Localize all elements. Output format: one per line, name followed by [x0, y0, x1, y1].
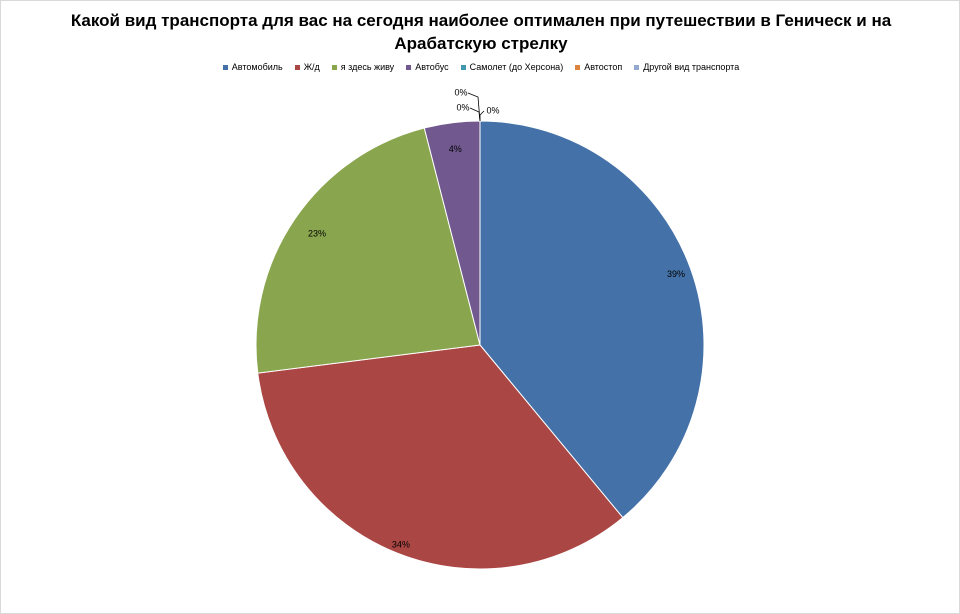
- data-label: 34%: [392, 539, 410, 549]
- legend-item: Другой вид транспорта: [634, 62, 739, 72]
- legend-swatch: [331, 64, 337, 70]
- leader-line: [467, 92, 481, 122]
- legend-label: Ж/д: [303, 62, 320, 72]
- data-label: 4%: [449, 144, 462, 154]
- data-label: 0%: [456, 102, 469, 112]
- legend-item: Автомобиль: [222, 62, 283, 72]
- legend-swatch: [406, 64, 412, 70]
- legend-swatch: [460, 64, 466, 70]
- legend-label: я здесь живу: [340, 62, 395, 72]
- legend-swatch: [634, 64, 640, 70]
- pie-slice: [257, 344, 624, 570]
- chart-legend: Автомобиль Ж/д я здесь живу Автобус Самолет …: [1, 62, 960, 72]
- chart-title: Какой вид транспорта для вас на сегодня …: [70, 11, 892, 53]
- legend-item: Автобус: [406, 62, 449, 72]
- legend-swatch: [222, 64, 228, 70]
- data-label: 39%: [667, 269, 685, 279]
- data-label: 0%: [486, 105, 499, 115]
- legend-item: Самолет (до Херсона): [460, 62, 564, 72]
- legend-label: Автостоп: [584, 62, 623, 72]
- pie-slice: [479, 120, 705, 519]
- leader-line: [479, 110, 485, 121]
- data-label: 0%: [454, 87, 467, 97]
- leader-line: [469, 107, 481, 122]
- legend-label: Другой вид транспорта: [643, 62, 740, 72]
- legend-label: Автобус: [415, 62, 449, 72]
- legend-item: я здесь живу: [331, 62, 395, 72]
- legend-swatch: [575, 64, 581, 70]
- data-label: 23%: [308, 229, 326, 239]
- legend-label: Самолет (до Херсона): [469, 62, 564, 72]
- legend-swatch: [294, 64, 300, 70]
- legend-label: Автомобиль: [231, 62, 283, 72]
- legend-item: Автостоп: [575, 62, 622, 72]
- pie-slice: [255, 127, 481, 374]
- legend-item: Ж/д: [294, 62, 320, 72]
